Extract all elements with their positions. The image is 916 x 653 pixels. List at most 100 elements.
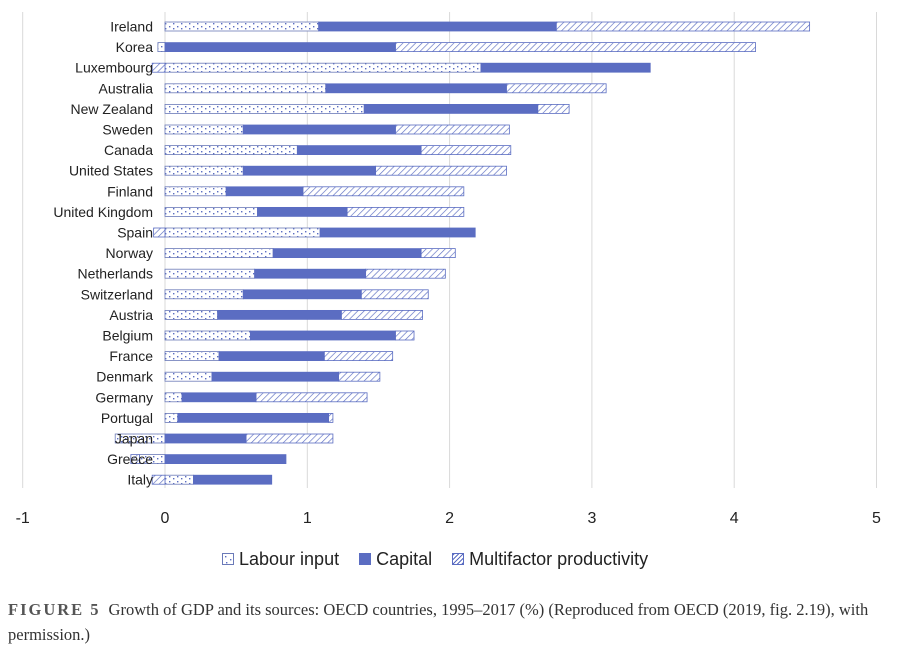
bar-capital [249, 330, 396, 341]
bar-labour [164, 206, 258, 217]
legend-swatch-capital [359, 553, 372, 565]
bar-labour [164, 227, 321, 238]
category-label: Spain [117, 225, 153, 241]
figure-label: FIGURE 5 [8, 600, 101, 619]
bar-mfp [245, 433, 334, 444]
bar-mfp [346, 206, 465, 217]
category-label: Luxembourg [75, 60, 153, 76]
bar-labour [164, 330, 251, 341]
bar-capital [480, 62, 651, 73]
bar-labour [164, 309, 219, 320]
bar-capital [193, 474, 273, 485]
bar-mfp [555, 21, 811, 32]
bar-capital [218, 351, 325, 362]
category-label: Finland [107, 183, 153, 199]
bar-mfp [328, 412, 334, 423]
caption-text: Growth of GDP and its sources: OECD coun… [8, 600, 869, 644]
category-label: Norway [106, 245, 153, 261]
x-tick-labels: -1 0 1 2 3 4 5 [16, 510, 881, 527]
bar-mfp [255, 392, 368, 403]
bar-labour [164, 145, 298, 156]
bar-capital [217, 309, 342, 320]
bar-capital [296, 145, 422, 156]
legend-swatch-mfp [452, 553, 465, 565]
category-label: Denmark [96, 369, 154, 385]
category-label: Korea [116, 39, 154, 55]
bar-labour [164, 165, 244, 176]
bar-labour [164, 371, 213, 382]
bar-labour [164, 351, 220, 362]
bar-labour [164, 62, 482, 73]
bar-mfp [395, 330, 415, 341]
bar-mfp [153, 227, 166, 238]
bar-mfp [537, 104, 570, 114]
category-label: Austria [109, 307, 153, 323]
bar-labour [164, 104, 365, 114]
legend-label-mfp: Multifactor productivity [469, 548, 649, 569]
category-labels: Ireland Korea Luxembourg Australia New Zeala… [53, 19, 154, 488]
bar-capital [318, 21, 557, 32]
category-label: Australia [99, 80, 154, 96]
bar-mfp [338, 371, 381, 382]
category-label: Netherlands [78, 266, 154, 282]
category-label: Germany [95, 389, 153, 405]
bar-mfp [506, 83, 607, 94]
bar-mfp [130, 454, 140, 465]
category-label: Ireland [110, 19, 153, 35]
bar-labour [164, 268, 256, 279]
legend-label-capital: Capital [376, 548, 433, 569]
x-tick-label: 4 [730, 510, 739, 527]
bar-labour [164, 21, 320, 32]
category-label: France [109, 348, 153, 364]
bar-capital [257, 206, 348, 217]
x-tick-label: 1 [303, 510, 312, 527]
category-label: Sweden [102, 122, 153, 138]
bar-capital [242, 289, 362, 300]
bars [114, 21, 811, 485]
category-label: Portugal [101, 410, 153, 426]
bar-mfp [375, 165, 507, 176]
bar-capital [242, 165, 377, 176]
bar-capital [319, 227, 476, 238]
bar-capital [325, 83, 507, 94]
bar-capital [164, 42, 396, 52]
legend-swatch-labour [222, 553, 234, 565]
bar-capital [363, 104, 539, 114]
bar-capital [254, 268, 367, 279]
bar-labour [164, 289, 244, 300]
category-label: United Kingdom [53, 204, 153, 220]
bar-labour [164, 248, 274, 259]
bar-mfp [151, 62, 166, 73]
bar-mfp [323, 351, 394, 362]
bar-labour [164, 474, 194, 485]
category-label: Japan [115, 431, 153, 447]
bar-capital [211, 371, 340, 382]
bar-labour [157, 42, 166, 52]
bar-capital [177, 412, 330, 423]
legend: Labour input Capital Multifactor product… [222, 548, 668, 570]
bar-capital [164, 454, 287, 465]
legend-item-labour: Labour input [222, 549, 339, 570]
bar-mfp [302, 186, 465, 197]
category-label: Italy [127, 472, 153, 488]
x-tick-label: -1 [16, 510, 30, 527]
category-label: Belgium [102, 328, 153, 344]
category-label: New Zealand [71, 101, 154, 117]
bar-labour [164, 392, 183, 403]
bar-capital [242, 124, 396, 135]
bar-mfp [420, 145, 512, 156]
bar-capital [164, 433, 247, 444]
bar-labour [164, 124, 244, 135]
x-tick-label: 0 [161, 510, 170, 527]
bar-mfp [395, 124, 510, 135]
x-tick-label: 3 [587, 510, 596, 527]
bar-mfp [420, 248, 456, 259]
category-label: Greece [107, 451, 153, 467]
bar-mfp [360, 289, 429, 300]
bar-capital [181, 392, 257, 403]
bar-labour [164, 412, 179, 423]
bar-mfp [365, 268, 446, 279]
bar-capital [272, 248, 422, 259]
x-tick-label: 2 [445, 510, 454, 527]
bar-labour [164, 83, 327, 94]
